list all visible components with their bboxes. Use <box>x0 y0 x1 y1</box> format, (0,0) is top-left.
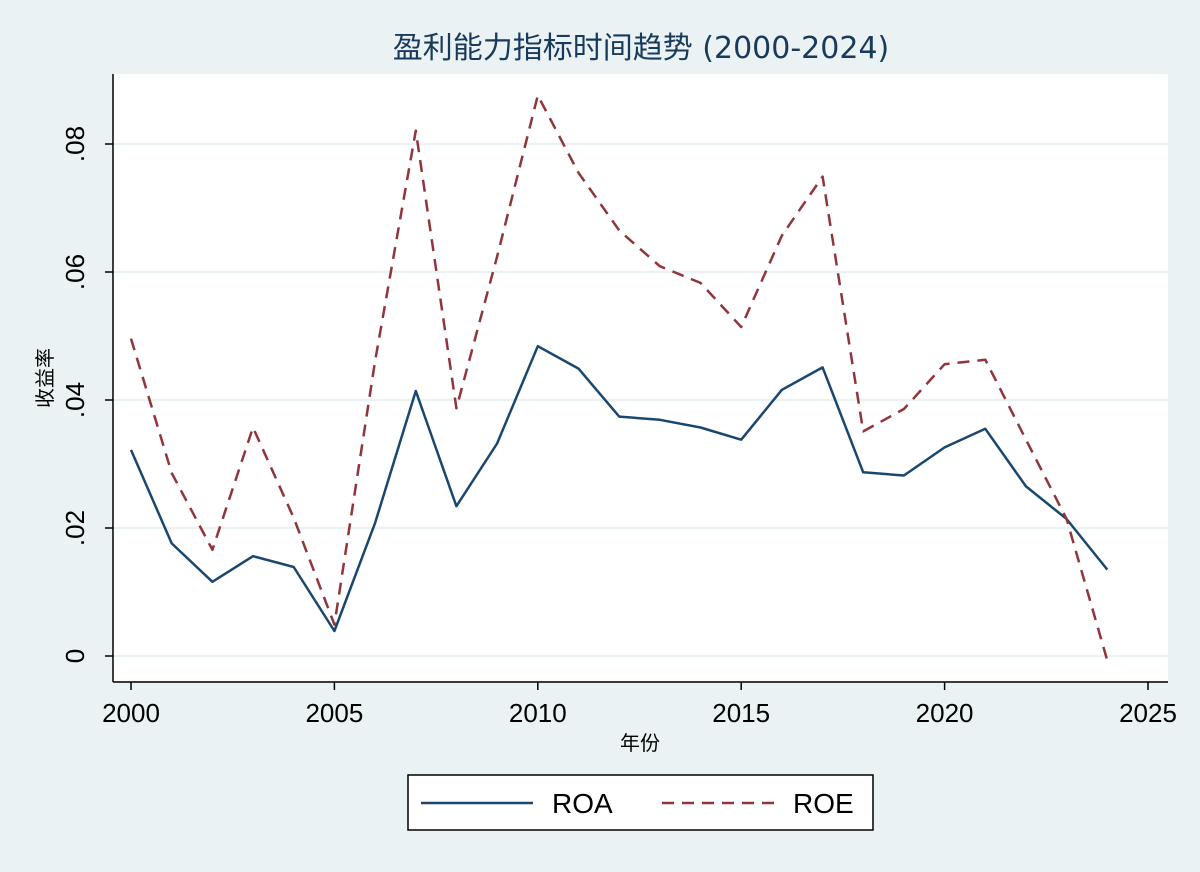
y-axis-label: 收益率 <box>33 348 57 408</box>
x-tick-label: 2020 <box>916 698 974 728</box>
y-tick-label: .08 <box>60 126 90 162</box>
x-tick-label: 2015 <box>712 698 770 728</box>
x-tick-label: 2025 <box>1119 698 1177 728</box>
y-tick-label: 0 <box>60 649 90 663</box>
x-tick-label: 2010 <box>509 698 567 728</box>
x-tick-label: 2000 <box>102 698 160 728</box>
series-line-roe <box>129 94 1109 661</box>
legend-label-roa: ROA <box>552 788 613 819</box>
x-axis-ticks: 2000 2005 2010 2015 2020 2025 <box>102 682 1177 728</box>
legend: ROA ROE <box>407 774 874 831</box>
plot-area <box>113 74 1168 681</box>
legend-label-roe: ROE <box>793 788 854 819</box>
series-group <box>129 94 1109 661</box>
y-axis-ticks: 0 .02 .04 .06 .08 <box>60 126 113 663</box>
y-tick-label: .02 <box>60 510 90 546</box>
chart-title: 盈利能力指标时间趋势 (2000-2024) <box>393 31 889 66</box>
y-tick-label: .06 <box>60 254 90 290</box>
y-tick-label: .04 <box>60 382 90 418</box>
grid-lines <box>113 142 1168 658</box>
x-tick-label: 2005 <box>305 698 363 728</box>
series-line-roa <box>129 344 1109 633</box>
x-axis-label: 年份 <box>620 731 660 755</box>
